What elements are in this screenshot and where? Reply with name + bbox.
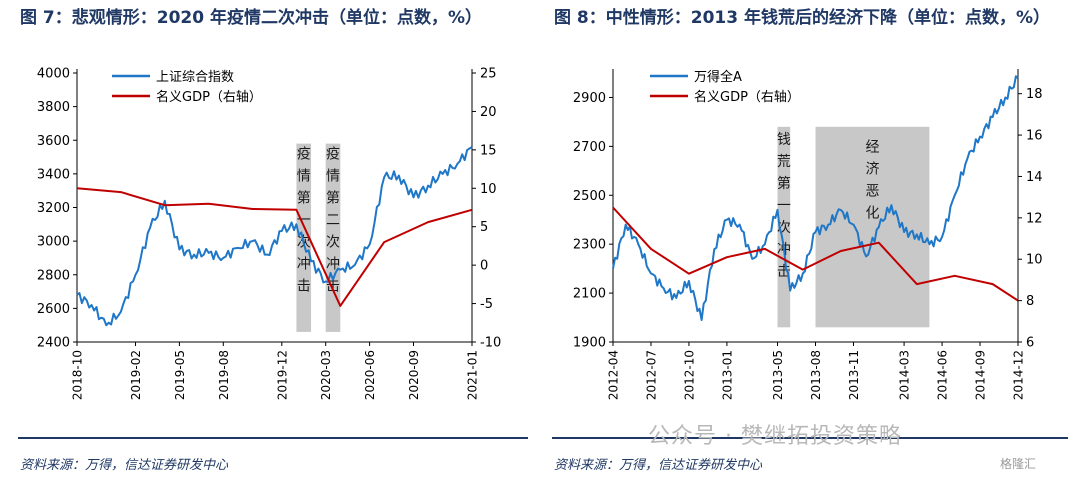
y-tick-label: 2900 [573,91,606,106]
shock-shade-region [777,126,791,328]
x-tick-label: 2019-08 [217,350,231,400]
y2-tick-label: 16 [1026,129,1043,144]
left-panel: 图 7：悲观情形：2020 年疫情二次冲击（单位：点数，%） 疫情第一次冲击 疫情… [18,8,528,473]
shock-annotation: 疫情第二次冲击 [326,147,340,295]
y2-tick-label: 5 [480,220,488,235]
y2-tick-label: 25 [480,67,497,82]
y2-tick-label: -5 [480,297,493,312]
shock-annotation: 经济恶化 [865,139,879,221]
x-tick-label: 2019-02 [129,350,143,400]
right-panel: 图 8：中性情形：2013 年钱荒后的经济下降（单位：点数，%） 钱荒第一次冲击… [540,0,1080,480]
y2-tick-label: 15 [480,143,497,158]
y-tick-label: 3600 [37,134,70,149]
x-tick-label: 2020-03 [319,350,333,400]
gdp-series-line [76,187,473,307]
shock-shade-region [296,143,312,332]
x-tick-label: 2018-10 [71,350,85,400]
x-tick-label: 2014-06 [936,350,950,400]
y2-tick-label: 10 [480,182,497,197]
y-tick-label: 3200 [37,201,70,216]
x-tick-label: 2013-01 [720,350,734,400]
y-tick-label: 2600 [37,302,70,317]
shock-shade-region [325,143,341,332]
legend-label: 万得全A [694,69,742,85]
y-tick-label: 3000 [37,235,70,250]
y2-tick-label: 14 [1026,170,1043,185]
y-tick-label: 3400 [37,167,70,182]
x-tick-label: 2012-10 [682,350,696,400]
source-note: 资料来源：万得，信达证券研发中心 [20,458,229,473]
x-tick-label: 2013-11 [847,350,861,400]
y2-tick-label: 18 [1026,87,1043,102]
x-tick-label: 2012-07 [644,350,658,400]
x-tick-label: 2012-04 [607,350,621,400]
y2-tick-label: 0 [480,259,488,274]
y-tick-label: 2400 [37,336,70,351]
y2-tick-label: 12 [1026,211,1043,226]
y-tick-label: 2800 [37,268,70,283]
x-tick-label: 2020-06 [363,350,377,400]
shock-annotation: 钱荒第一次冲击 [777,132,791,280]
divider [18,437,528,439]
legend-label: 名义GDP（右轴） [694,89,800,105]
y2-tick-label: -10 [480,336,501,351]
y2-tick-label: 8 [1026,294,1034,309]
x-tick-label: 2014-12 [1012,350,1026,400]
x-tick-label: 2020-09 [407,350,421,400]
legend-label: 上证综合指数 [156,70,234,85]
legend-label: 名义GDP（右轴） [156,89,262,105]
chart-title: 图 7：悲观情形：2020 年疫情二次冲击（单位：点数，%） [20,8,483,28]
chart-right: 钱荒第一次冲击 经济恶化 1900 2100 2300 2500 2700 2900 6 8 10 1… [573,69,1043,400]
watermark: 公众号 · 樊继拓投资策略 [648,424,902,449]
x-tick-label: 2021-01 [466,350,480,400]
divider [552,437,1068,439]
y2-tick-label: 10 [1026,253,1043,268]
y-tick-label: 1900 [573,336,606,351]
x-tick-label: 2014-03 [898,350,912,400]
y-tick-label: 2500 [573,189,606,204]
chart-left: 疫情第一次冲击 疫情第二次冲击 2400 2600 2800 3000 3200 3400 36… [37,67,501,401]
x-tick-label: 2013-05 [771,350,785,400]
y2-tick-label: 20 [480,105,497,120]
index-series-line [76,146,473,327]
corner-logo: 格隆汇 [1000,457,1037,471]
y-tick-label: 2300 [573,238,606,253]
chart-title: 图 8：中性情形：2013 年钱荒后的经济下降（单位：点数，%） [554,8,1051,28]
x-tick-label: 2019-05 [173,350,187,400]
source-note: 资料来源：万得，信达证券研发中心 [554,458,763,473]
y-tick-label: 3800 [37,100,70,115]
x-tick-label: 2019-12 [275,350,289,400]
index-series-line [612,75,1019,321]
y2-tick-label: 6 [1026,336,1034,351]
gdp-series-line [612,206,1019,302]
x-tick-label: 2014-09 [974,350,988,400]
shock-shade-region [815,126,930,328]
shock-annotation: 疫情第一次冲击 [297,147,311,295]
x-tick-label: 2013-08 [809,350,823,400]
y-tick-label: 2100 [573,287,606,302]
y-tick-label: 4000 [37,67,70,82]
y-tick-label: 2700 [573,140,606,155]
